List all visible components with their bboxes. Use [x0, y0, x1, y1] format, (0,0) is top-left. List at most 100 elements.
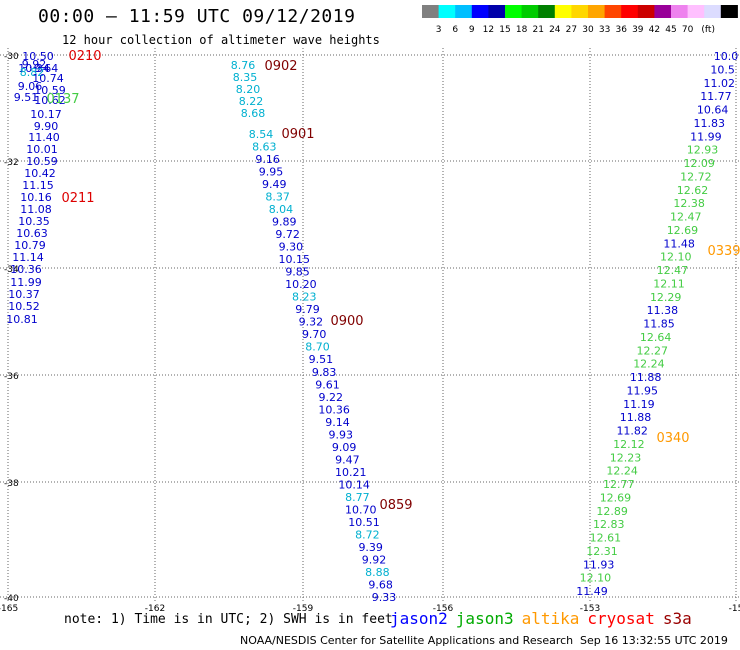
track-point-label: 10.20 [285, 278, 317, 291]
track-point-label: 12.11 [653, 277, 685, 290]
track-point-label: 9.22 [319, 391, 344, 404]
pass-time-label: 0902 [264, 59, 297, 74]
track-point-label: 9.95 [259, 166, 284, 179]
track-point-label: 10.16 [20, 191, 52, 204]
colorbar-label: 27 [566, 25, 577, 35]
track-point-label: 10.37 [8, 288, 40, 301]
track-point-label: 11.88 [630, 371, 662, 384]
chart-subtitle: 12 hour collection of altimeter wave hei… [62, 33, 380, 47]
colorbar-label: 70 [682, 25, 694, 35]
track-point-label: 12.10 [580, 572, 612, 585]
track-point-label: 12.83 [593, 518, 625, 531]
track-point-label: 9.06 [18, 80, 43, 93]
colorbar-swatch [654, 5, 672, 18]
footnote: note: 1) Time is in UTC; 2) SWH is in fe… [64, 612, 393, 627]
track-point-label: 8.04 [269, 203, 294, 216]
legend-entry-cryosat: cryosat [587, 609, 655, 628]
colorbar-label: 3 [436, 25, 442, 35]
track-point-label: 8.35 [233, 71, 258, 84]
track-point-label: 11.83 [694, 117, 726, 130]
track-point-label: 12.47 [657, 264, 689, 277]
colorbar-swatch [422, 5, 440, 18]
colorbar-label: 24 [549, 25, 561, 35]
track-point-label: 8.88 [365, 566, 390, 579]
colorbar-swatch [588, 5, 606, 18]
longitude-label: -156 [433, 604, 454, 614]
color-scale-legend: 3 6 9 12 15 18 21 24 27 30 33 36 39 42 45 70 (ft) [422, 5, 738, 35]
track-point-label: 11.02 [704, 77, 736, 90]
colorbar-swatch [471, 5, 489, 18]
track-point-label: 8.70 [305, 341, 330, 354]
track-point-label: 8.77 [345, 491, 370, 504]
track-point-label: 10.36 [10, 263, 42, 276]
longitude-label: -165 [0, 604, 18, 614]
chart-title: 00:00 – 11:59 UTC 09/12/2019 [38, 6, 356, 27]
track-point-label: 12.62 [677, 184, 709, 197]
track-point-label: 10.5 [710, 63, 735, 76]
track-point-label: 11.49 [576, 585, 608, 598]
track-point-label: 10.17 [30, 108, 62, 121]
track-point-label: 9.83 [312, 366, 337, 379]
track-point-label: 10.21 [335, 466, 367, 479]
track-point-label: 12.47 [670, 211, 702, 224]
colorbar-swatch [604, 5, 622, 18]
track-point-label: 9.49 [262, 178, 287, 191]
longitude-label: -159 [293, 604, 314, 614]
track-point-label: 12.24 [606, 465, 638, 478]
track-point-label: 12.10 [660, 251, 692, 264]
legend-entry-jason2: jason2 [390, 609, 448, 628]
colorbar-label: 12 [483, 25, 494, 35]
track-point-label: 10.50 [22, 50, 54, 63]
track-point-label: 9.30 [279, 241, 304, 254]
latitude-label: -38 [4, 479, 19, 489]
colorbar-swatch [521, 5, 539, 18]
track-point-label: 12.27 [637, 344, 669, 357]
track-point-label: 9.70 [302, 328, 327, 341]
track-point-label: 9.68 [368, 578, 393, 591]
colorbar-label: 39 [632, 25, 644, 35]
pass-time-label: 0137 [46, 92, 79, 107]
track-point-label: 11.99 [10, 276, 42, 289]
colorbar-swatch [538, 5, 556, 18]
track-point-label: 11.82 [616, 425, 648, 438]
track-point-label: 9.90 [34, 120, 59, 133]
track-point-label: 10.79 [14, 239, 46, 252]
track-point-label: 9.92 [22, 58, 47, 71]
track-point-label: 12.77 [603, 478, 635, 491]
colorbar-label: (ft) [701, 25, 715, 35]
track-point-label: 10.64 [697, 104, 729, 117]
track-point-label: 12.38 [673, 197, 705, 210]
track-point-label: 10.81 [6, 313, 38, 326]
track-point-label: 8.68 [241, 107, 266, 120]
track-point-label: 9.14 [325, 416, 350, 429]
latitude-label: -40 [4, 594, 19, 604]
track-point-label: 11.15 [22, 179, 54, 192]
track-point-label: 9.61 [315, 378, 340, 391]
colorbar-label: 36 [615, 25, 627, 35]
track-point-label: 10.59 [26, 155, 58, 168]
track-point-label: 8.76 [231, 59, 256, 72]
colorbar-swatch [687, 5, 705, 18]
latitude-label: -32 [4, 158, 19, 168]
colorbar-label: 9 [469, 25, 475, 35]
colorbar-swatch [637, 5, 655, 18]
track-point-label: 12.93 [687, 144, 719, 157]
track-point-label: 10.51 [348, 516, 380, 529]
colorbar-swatch [455, 5, 473, 18]
track-point-label: 11.93 [583, 558, 615, 571]
longitude-label: -153 [580, 604, 600, 614]
pass-time-label: 0901 [281, 127, 314, 142]
track-point-label: 9.51 [309, 353, 334, 366]
track-point-label: 10.36 [318, 403, 350, 416]
track-point-label: 8.63 [252, 141, 277, 154]
credit-line: NOAA/NESDIS Center for Satellite Applica… [240, 634, 574, 647]
colorbar-label: 6 [452, 25, 458, 35]
pass-time-label: 0210 [68, 49, 101, 64]
track-point-label: 10.15 [278, 253, 310, 266]
colorbar-swatch [505, 5, 523, 18]
satellite-legend: jason2 jason3 altika cryosat s3a [390, 609, 700, 628]
legend-entry-jason3: jason3 [455, 609, 514, 628]
colorbar-label: 30 [582, 25, 594, 35]
track-point-label: 12.29 [650, 291, 682, 304]
track-point-label: 9.79 [295, 303, 320, 316]
